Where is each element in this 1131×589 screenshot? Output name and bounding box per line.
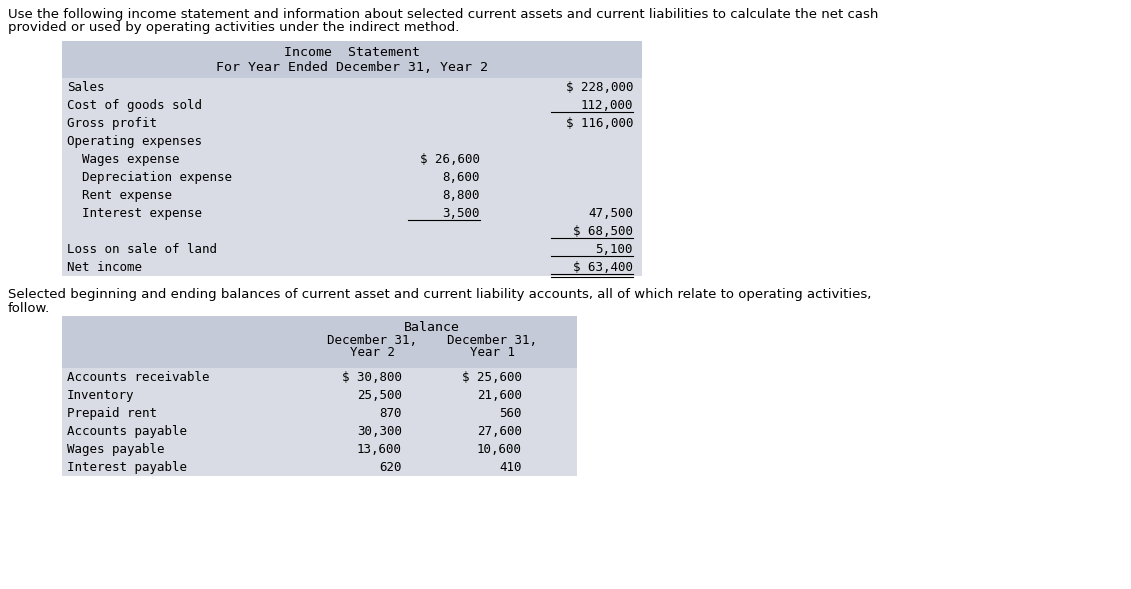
Bar (62, 41, 642, 276)
Text: 10,600: 10,600 (477, 443, 523, 456)
Text: Inventory: Inventory (67, 389, 135, 402)
Text: Accounts receivable: Accounts receivable (67, 371, 209, 384)
Text: 870: 870 (380, 407, 402, 420)
Text: Balance: Balance (404, 321, 460, 334)
Text: 8,800: 8,800 (442, 189, 480, 202)
Bar (62, 316, 577, 368)
Text: $ 116,000: $ 116,000 (566, 117, 633, 130)
Text: 21,600: 21,600 (477, 389, 523, 402)
Text: 5,100: 5,100 (596, 243, 633, 256)
Text: 27,600: 27,600 (477, 425, 523, 438)
Text: 560: 560 (500, 407, 523, 420)
Text: Income  Statement: Income Statement (284, 46, 420, 59)
Text: 47,500: 47,500 (588, 207, 633, 220)
Text: Operating expenses: Operating expenses (67, 135, 202, 148)
Text: Accounts payable: Accounts payable (67, 425, 187, 438)
Text: $ 68,500: $ 68,500 (573, 225, 633, 238)
Text: 8,600: 8,600 (442, 171, 480, 184)
Text: 620: 620 (380, 461, 402, 474)
Bar (62, 316, 577, 476)
Text: $ 63,400: $ 63,400 (573, 261, 633, 274)
Text: Year 2: Year 2 (349, 346, 395, 359)
Text: Selected beginning and ending balances of current asset and current liability ac: Selected beginning and ending balances o… (8, 288, 871, 301)
Text: $ 26,600: $ 26,600 (420, 153, 480, 166)
Text: 112,000: 112,000 (580, 99, 633, 112)
Text: $ 30,800: $ 30,800 (342, 371, 402, 384)
Text: Rent expense: Rent expense (67, 189, 172, 202)
Text: Gross profit: Gross profit (67, 117, 157, 130)
Text: Cost of goods sold: Cost of goods sold (67, 99, 202, 112)
Text: $ 228,000: $ 228,000 (566, 81, 633, 94)
Text: 410: 410 (500, 461, 523, 474)
Bar (62, 41, 642, 78)
Text: December 31,: December 31, (447, 334, 537, 347)
Text: Net income: Net income (67, 261, 143, 274)
Text: 3,500: 3,500 (442, 207, 480, 220)
Text: Year 1: Year 1 (469, 346, 515, 359)
Text: Loss on sale of land: Loss on sale of land (67, 243, 217, 256)
Text: Use the following income statement and information about selected current assets: Use the following income statement and i… (8, 8, 879, 21)
Text: December 31,: December 31, (327, 334, 417, 347)
Text: $ 25,600: $ 25,600 (461, 371, 523, 384)
Text: Interest expense: Interest expense (67, 207, 202, 220)
Text: provided or used by operating activities under the indirect method.: provided or used by operating activities… (8, 21, 459, 34)
Text: 30,300: 30,300 (357, 425, 402, 438)
Text: follow.: follow. (8, 302, 50, 315)
Text: Interest payable: Interest payable (67, 461, 187, 474)
Text: Prepaid rent: Prepaid rent (67, 407, 157, 420)
Text: Wages expense: Wages expense (67, 153, 180, 166)
Text: Sales: Sales (67, 81, 104, 94)
Text: 25,500: 25,500 (357, 389, 402, 402)
Text: Depreciation expense: Depreciation expense (67, 171, 232, 184)
Text: For Year Ended December 31, Year 2: For Year Ended December 31, Year 2 (216, 61, 487, 74)
Text: Wages payable: Wages payable (67, 443, 164, 456)
Text: 13,600: 13,600 (357, 443, 402, 456)
